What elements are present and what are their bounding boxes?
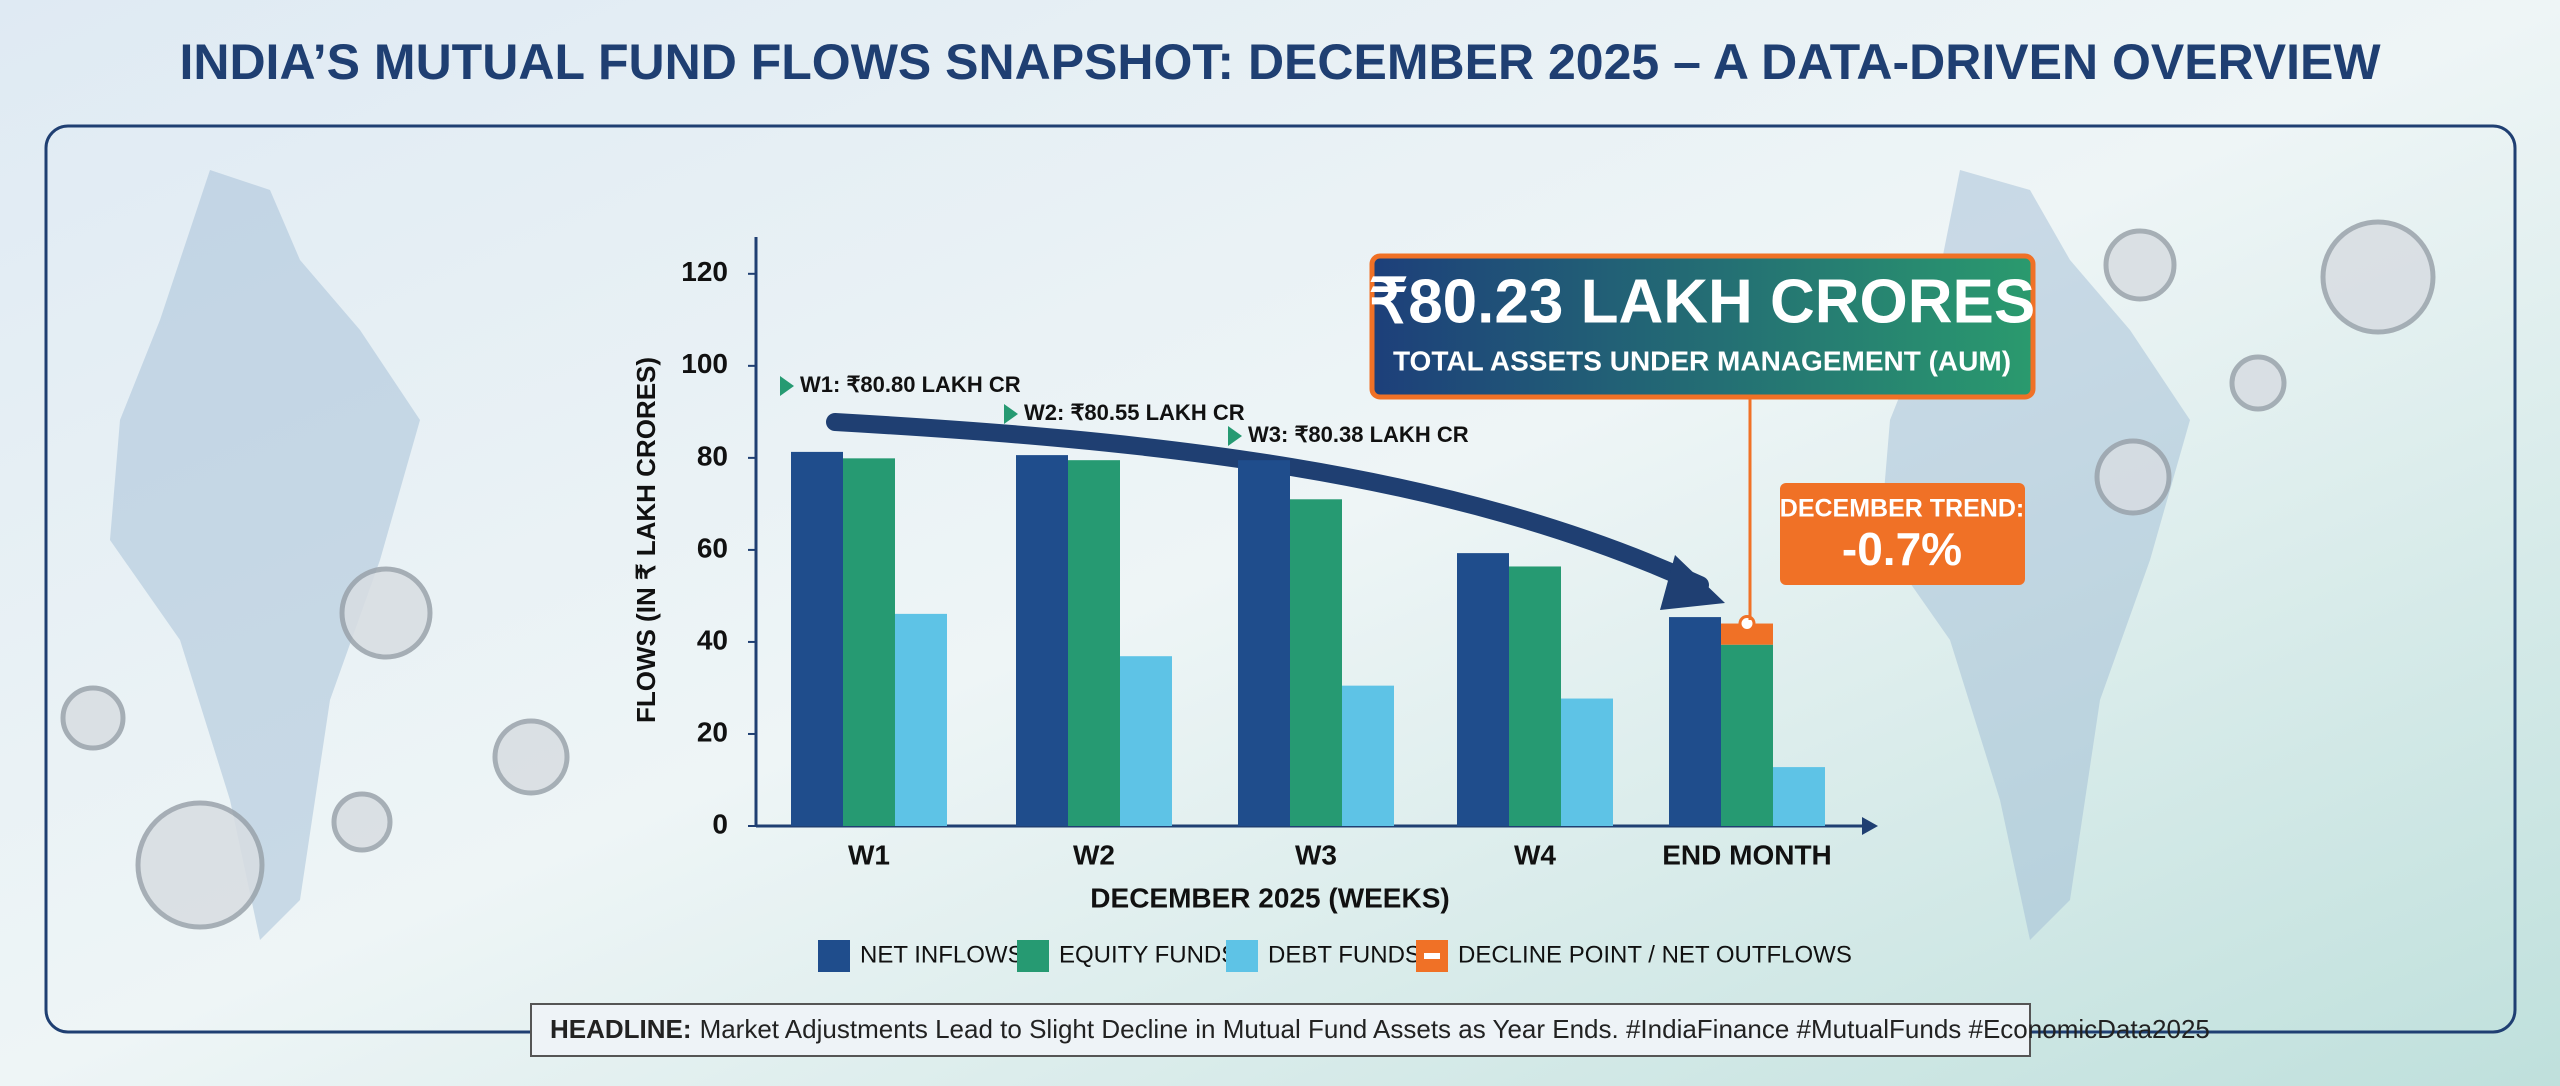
legend-swatch-mark	[1424, 953, 1440, 959]
bar	[1016, 455, 1068, 826]
annotation-marker	[1228, 426, 1242, 446]
y-tick-label: 120	[681, 256, 728, 287]
annotation: W3: ₹80.38 LAKH CR	[1248, 422, 1469, 447]
bar	[1457, 553, 1509, 826]
x-tick-label: W1	[848, 839, 890, 870]
bar	[843, 458, 895, 826]
trend-value: -0.7%	[1842, 523, 1962, 575]
headline: HEADLINE: Market Adjustments Lead to Slig…	[550, 1014, 2210, 1044]
x-tick-label: W2	[1073, 839, 1115, 870]
legend-swatch	[1017, 940, 1049, 972]
x-tick-label: W4	[1514, 839, 1556, 870]
trend-label: DECEMBER TREND:	[1780, 495, 2024, 523]
trend-arrow	[826, 413, 1709, 594]
coin-decorations	[60, 219, 2436, 930]
bar	[1238, 460, 1290, 826]
aum-box	[1369, 253, 2036, 400]
annotation-marker	[1004, 404, 1018, 424]
chart-title: INDIA’S MUTUAL FUND FLOWS SNAPSHOT: DECE…	[179, 34, 2381, 90]
bar	[1120, 656, 1172, 826]
x-tick-label: W3	[1295, 839, 1337, 870]
bar	[1773, 767, 1825, 826]
headline-text: Market Adjustments Lead to Slight Declin…	[700, 1014, 2210, 1044]
legend-label: NET INFLOWS	[860, 941, 1024, 968]
y-axis-title: FLOWS (IN ₹ LAKH CRORES)	[631, 357, 661, 723]
bar	[791, 451, 843, 826]
headline-box	[530, 1003, 2031, 1057]
bar	[1342, 685, 1394, 826]
plot: 0 20 40 60 80 100 120 W1 W2 W3 W4 END MONTH W1: ₹80.…	[681, 237, 1878, 972]
y-tick-label: 100	[681, 348, 728, 379]
legend-label: DEBT FUNDS	[1268, 941, 1421, 968]
x-axis-title: DECEMBER 2025 (WEEKS)	[1090, 882, 1449, 913]
decline-dot	[1738, 615, 1756, 633]
legend-label: DECLINE POINT / NET OUTFLOWS	[1458, 941, 1852, 968]
bar	[1068, 460, 1120, 826]
annotation: W1: ₹80.80 LAKH CR	[800, 372, 1021, 397]
headline-label: HEADLINE:	[550, 1014, 692, 1044]
bar	[1509, 566, 1561, 826]
legend-label: EQUITY FUNDS	[1059, 941, 1237, 968]
legend-swatch	[818, 940, 850, 972]
bar	[1290, 499, 1342, 826]
y-tick-label: 0	[712, 808, 728, 839]
bar	[1669, 617, 1721, 826]
y-tick-label: 40	[697, 624, 728, 655]
legend-swatch	[1226, 940, 1258, 972]
bar	[1721, 623, 1773, 645]
annotation: W2: ₹80.55 LAKH CR	[1024, 400, 1245, 425]
y-tick-label: 20	[697, 716, 728, 747]
bar	[1721, 644, 1773, 826]
bar	[895, 613, 947, 826]
map-decoration	[110, 170, 420, 940]
y-tick-label: 80	[697, 440, 728, 471]
trend-arrowhead	[1660, 555, 1725, 610]
x-tick-label: END MONTH	[1662, 839, 1832, 870]
aum-label: TOTAL ASSETS UNDER MANAGEMENT (AUM)	[1393, 345, 2011, 376]
aum-value: ₹80.23 LAKH CRORES	[1369, 267, 2036, 336]
x-axis-arrow	[1862, 817, 1878, 835]
trend-box	[1780, 483, 2025, 585]
annotation-marker	[780, 376, 794, 396]
bar	[1561, 698, 1613, 826]
y-tick-label: 60	[697, 532, 728, 563]
